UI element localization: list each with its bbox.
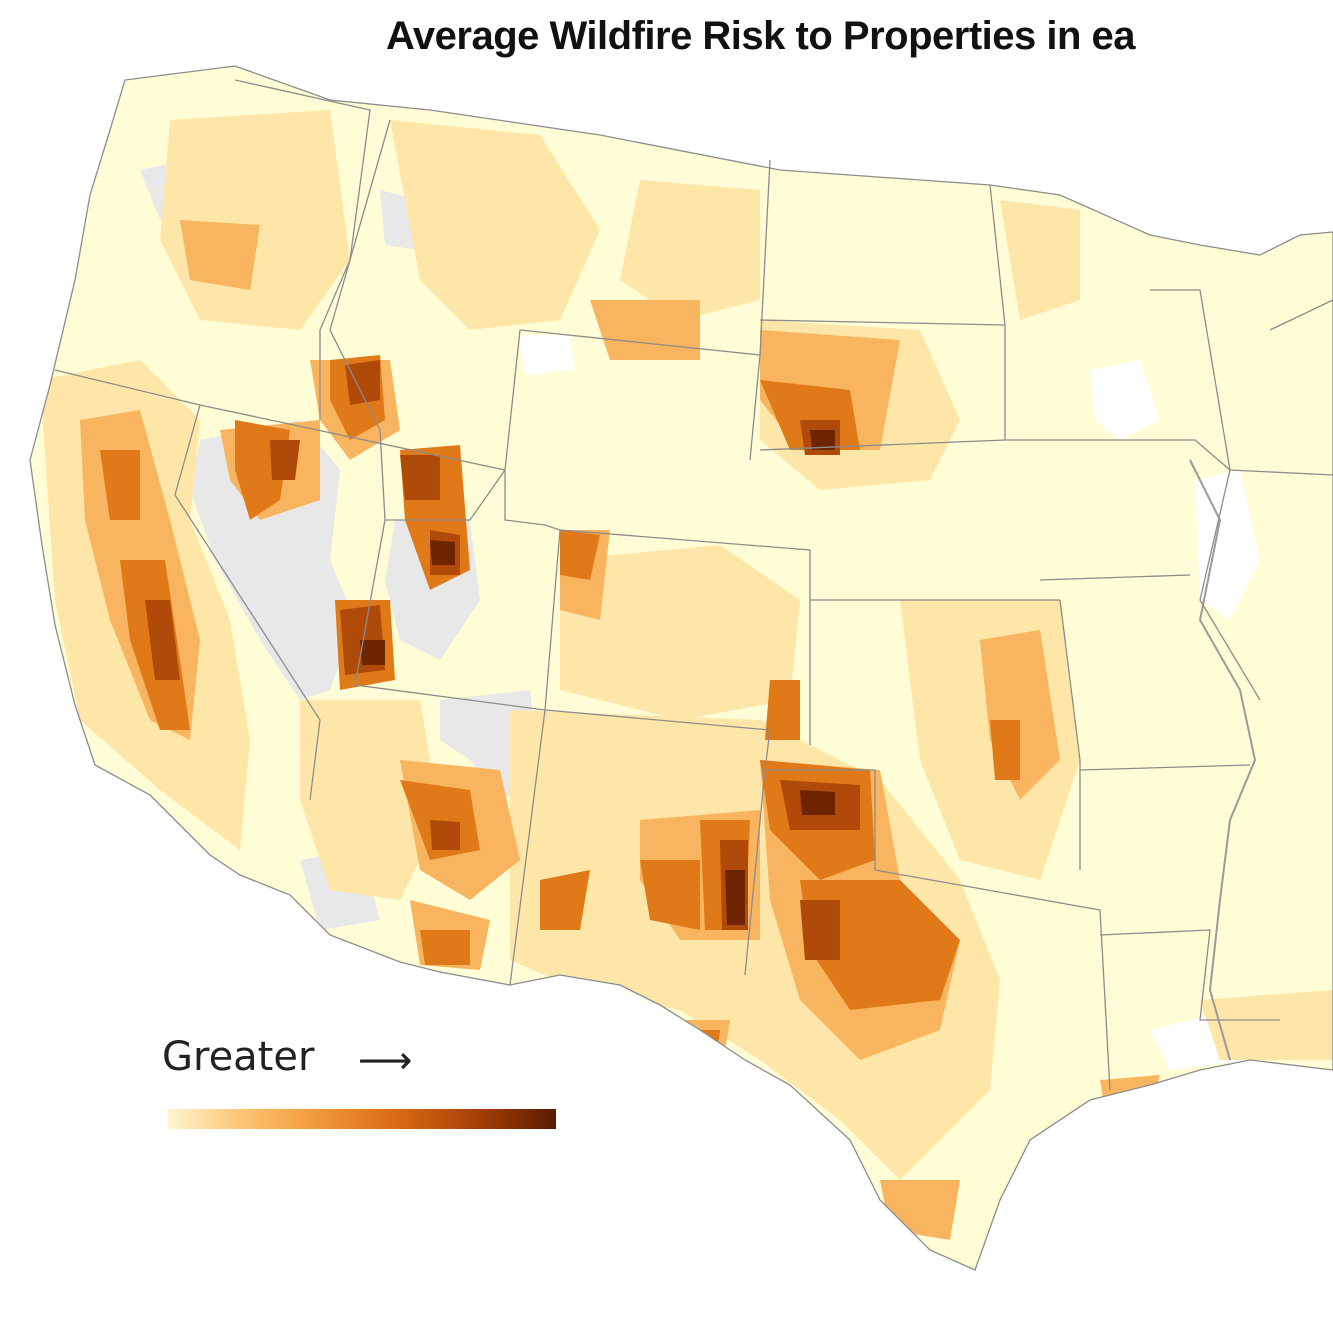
state-borders [29,65,1333,1271]
legend-arrow-icon: ⟶ [358,1038,413,1082]
legend-gradient-bar [168,1109,556,1129]
map-title: Average Wildfire Risk to Properties in e… [386,14,1136,58]
extreme-risk-areas [360,430,835,925]
mississippi-river [1189,459,1257,1061]
risk-regions [40,110,1333,1240]
legend-label: Greater [162,1034,315,1080]
